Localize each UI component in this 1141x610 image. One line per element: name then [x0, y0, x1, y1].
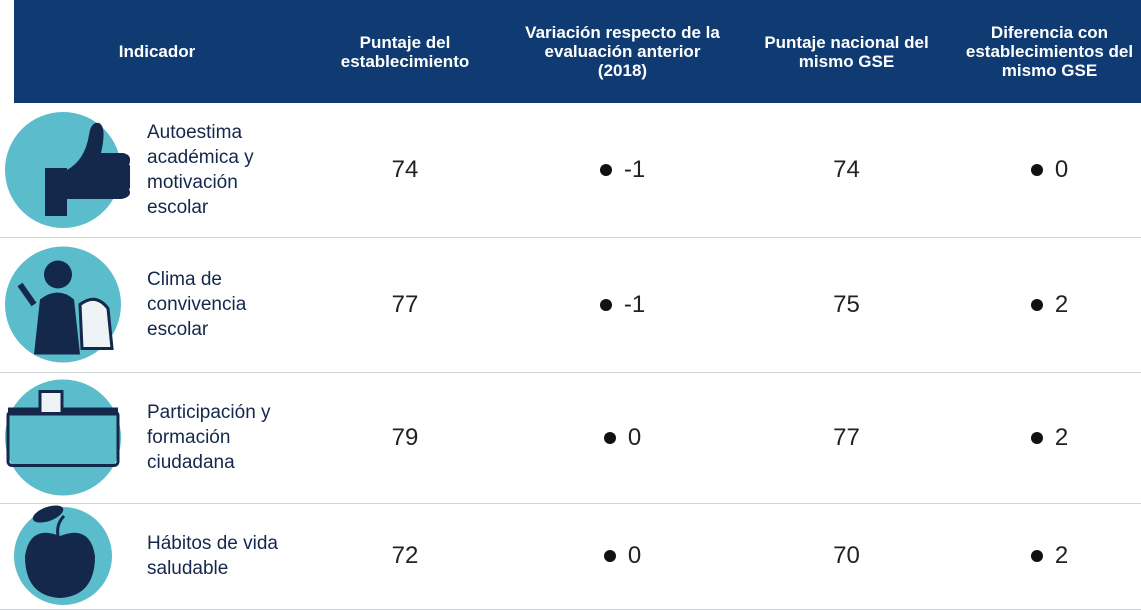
bullet: [603, 431, 616, 444]
value: 70: [833, 542, 860, 569]
value-cell: 0: [958, 103, 1141, 237]
value-cell: 0: [510, 372, 735, 503]
value: 2: [1054, 542, 1069, 569]
indicator-icon: [5, 112, 130, 228]
value-cell: 0: [510, 503, 735, 609]
value: 74: [833, 156, 860, 183]
value: 0: [1054, 156, 1069, 183]
value-cell: 77: [300, 237, 510, 372]
header-text: Indicador: [118, 42, 196, 61]
value-cell: 74: [300, 103, 510, 237]
header-text: Puntaje del establecimiento: [340, 32, 470, 71]
value: 0: [627, 542, 642, 569]
value: 79: [391, 423, 419, 451]
value: 75: [833, 290, 860, 318]
header-text: Puntaje nacional del mismo GSE: [764, 32, 929, 71]
table-row: Participación y formación ciudadana 79 0 77…: [0, 372, 1141, 504]
indicator-label: Participación y formación ciudadana: [147, 402, 271, 473]
value-cell: 2: [958, 237, 1141, 372]
bullet: [1030, 431, 1043, 444]
value: 2: [1054, 290, 1069, 318]
indicator-icon: [5, 379, 121, 496]
indicator-label: Clima de convivencia escolar: [147, 269, 247, 340]
header-text: Diferencia con establecimientos del mism…: [965, 23, 1134, 80]
table-row: Clima de convivencia escolar 77 -1 75 2: [0, 237, 1141, 373]
header-text: Variación respecto de la evaluación ante…: [525, 23, 720, 80]
value-cell: 77: [735, 372, 958, 503]
value: -1: [623, 156, 646, 183]
indicator-label: Hábitos de vida saludable: [147, 533, 278, 579]
value-cell: -1: [510, 237, 735, 372]
indicator-icon: [5, 246, 121, 363]
value-cell: -1: [510, 103, 735, 237]
indicator-icon: [14, 505, 112, 605]
value-cell: 74: [735, 103, 958, 237]
indicator-label: Autoestima académica y motivación escola…: [147, 122, 254, 218]
table-row: Autoestima académica y motivación escola…: [0, 103, 1141, 238]
value: 77: [833, 423, 860, 451]
value-cell: 75: [735, 237, 958, 372]
value: 74: [391, 156, 419, 183]
value-cell: 70: [735, 503, 958, 609]
value-cell: 79: [300, 372, 510, 503]
bullet: [1030, 164, 1043, 176]
bullet: [599, 298, 612, 311]
bullet: [603, 550, 616, 562]
value-cell: 72: [300, 503, 510, 609]
value: 0: [627, 423, 642, 451]
header-cell: Puntaje del establecimiento: [300, 0, 510, 103]
header-cell: Diferencia con establecimientos del mism…: [958, 0, 1141, 103]
header-cell: Variación respecto de la evaluación ante…: [510, 0, 735, 103]
value: 77: [391, 290, 419, 318]
header-cell: Indicador: [14, 0, 300, 103]
table-row: Hábitos de vida saludable 72 0 70 2: [0, 503, 1141, 610]
header-cell: Puntaje nacional del mismo GSE: [735, 0, 958, 103]
value: 72: [391, 542, 419, 569]
value: -1: [623, 290, 646, 318]
header-bar: [14, 0, 1141, 103]
bullet: [1030, 298, 1043, 311]
bullet: [1030, 550, 1043, 562]
value-cell: 2: [958, 503, 1141, 609]
bullet: [599, 164, 612, 176]
value-cell: 2: [958, 372, 1141, 503]
value: 2: [1054, 423, 1069, 451]
